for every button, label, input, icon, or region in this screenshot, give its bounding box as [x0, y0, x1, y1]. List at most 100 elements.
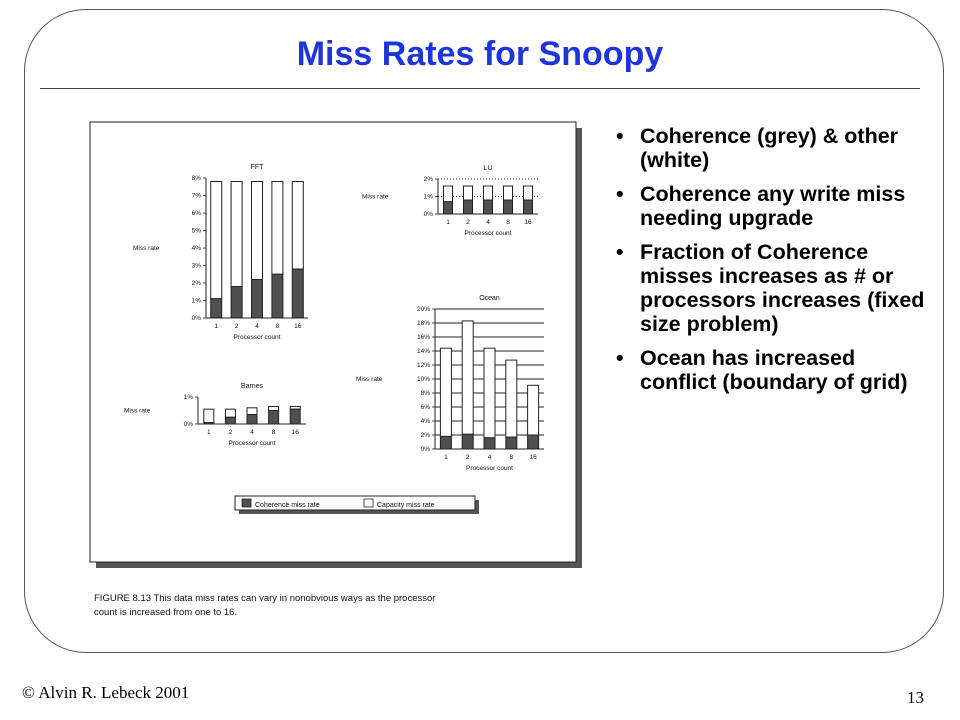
legend-capacity-swatch [363, 498, 374, 508]
bar-capacity [271, 181, 284, 275]
bar-coherence [224, 416, 236, 425]
legend-frame [234, 495, 476, 511]
legend-capacity-label: Capacity miss rate [377, 502, 435, 509]
bar-coherence [210, 298, 223, 319]
y-tick-label: 12% [417, 362, 430, 369]
bullet-dot: • [616, 346, 624, 370]
x-tick-label: 2 [235, 323, 239, 330]
y-tick-label: 6% [192, 210, 202, 217]
y-tick-label: 4% [421, 418, 431, 425]
x-axis-label: Processor count [466, 465, 513, 472]
x-tick-label: 1 [444, 454, 448, 461]
y-tick-label: 5% [192, 228, 202, 235]
bar-coherence [505, 436, 518, 450]
y-tick-label: 2% [421, 432, 431, 439]
y-tick-label: 0% [424, 211, 434, 218]
bullet-text: Coherence any write miss needing upgrade [640, 182, 906, 230]
x-tick-label: 1 [207, 429, 211, 436]
title-divider [40, 88, 920, 89]
figure-8-13: FFT 0% 1% 2% 3% 4% 5% 6% 7% 8% Miss rate 1 2 4 8 16 Proc… [89, 121, 582, 618]
y-axis-label: Miss rate [133, 245, 160, 252]
legend-coherence-label: Coherence miss rate [255, 502, 320, 509]
x-tick-label: 2 [229, 429, 233, 436]
bar-coherence [203, 422, 215, 425]
x-tick-label: 4 [250, 429, 254, 436]
bar-capacity [251, 181, 263, 280]
bar-coherence [503, 199, 513, 215]
y-tick-label: 16% [417, 334, 430, 341]
bar-coherence [291, 268, 304, 319]
bar-capacity [246, 407, 258, 416]
x-tick-label: 16 [292, 429, 300, 436]
y-tick-label: 10% [417, 376, 430, 383]
bar-coherence [483, 437, 496, 450]
bar-coherence [268, 410, 280, 425]
bullet-dot: • [616, 182, 624, 206]
x-tick-label: 8 [509, 454, 513, 461]
x-axis-label: Processor count [465, 230, 512, 237]
bullet-item: • Coherence any write miss needing upgrad… [610, 182, 930, 230]
bar-capacity [443, 185, 453, 203]
y-tick-label: 1% [192, 298, 202, 305]
bar-coherence [230, 286, 243, 319]
bar-capacity [224, 408, 236, 418]
bar-capacity [203, 408, 215, 424]
x-axis-label: Processor count [229, 440, 276, 447]
y-tick-label: 1% [184, 394, 194, 401]
bullet-item: • Coherence (grey) & other (white) [610, 124, 930, 172]
x-tick-label: 16 [529, 454, 537, 461]
y-tick-label: 0% [421, 446, 431, 453]
bullet-dot: • [616, 240, 624, 264]
y-tick-label: 20% [417, 306, 430, 313]
legend-box: Coherence miss rate Capacity miss rate [234, 495, 479, 514]
x-tick-label: 16 [294, 323, 302, 330]
bar-capacity [268, 405, 280, 412]
slide-title: Miss Rates for Snoopy [296, 35, 664, 73]
charts-group: FFT 0% 1% 2% 3% 4% 5% 6% 7% 8% Miss rate 1 2 4 8 16 Proc… [124, 164, 544, 472]
y-tick-label: 8% [192, 175, 202, 182]
bar-coherence [527, 434, 540, 450]
x-tick-label: 8 [506, 219, 510, 226]
bar-capacity [527, 384, 540, 436]
bar-coherence [246, 414, 258, 425]
bar-coherence [461, 433, 474, 450]
y-tick-label: 8% [421, 390, 431, 397]
bar-capacity [291, 181, 304, 270]
x-tick-label: 2 [466, 454, 470, 461]
bullet-item: • Fraction of Coherence misses increases … [610, 240, 930, 336]
bar-coherence [483, 199, 493, 215]
bar-capacity [483, 347, 496, 439]
x-tick-label: 2 [466, 219, 470, 226]
chart-title: LU [484, 165, 493, 172]
chart-title: Barnes [241, 383, 264, 390]
bar-coherence [443, 201, 453, 215]
bullet-text: Fraction of Coherence misses increases a… [640, 240, 925, 336]
y-axis-label: Miss rate [362, 194, 389, 201]
figure-caption-line1: FIGURE 8.13 This data miss rates can var… [94, 593, 435, 604]
bar-coherence [271, 273, 284, 319]
y-tick-label: 0% [184, 421, 194, 428]
y-axis-label: Miss rate [124, 408, 151, 415]
bar-coherence [523, 199, 533, 215]
bar-coherence [251, 279, 263, 319]
bar-capacity [505, 359, 518, 438]
x-tick-label: 4 [486, 219, 490, 226]
page-number: 13 [907, 688, 924, 707]
slide-frame [24, 9, 944, 653]
y-tick-label: 3% [192, 263, 202, 270]
bar-capacity [439, 347, 452, 437]
x-tick-label: 8 [272, 429, 276, 436]
y-tick-label: 2% [192, 280, 202, 287]
bullet-text: Coherence (grey) & other (white) [640, 124, 899, 172]
y-tick-label: 18% [417, 320, 430, 327]
y-tick-label: 6% [421, 404, 431, 411]
bar-coherence [439, 435, 452, 450]
y-tick-label: 7% [192, 193, 202, 200]
y-tick-label: 4% [192, 245, 202, 252]
figure-caption-line2: count is increased from one to 16. [94, 607, 237, 618]
bar-capacity [230, 181, 243, 287]
y-tick-label: 2% [424, 176, 434, 183]
x-tick-label: 1 [446, 219, 450, 226]
bullet-dot: • [616, 124, 624, 148]
bar-coherence [463, 199, 473, 215]
